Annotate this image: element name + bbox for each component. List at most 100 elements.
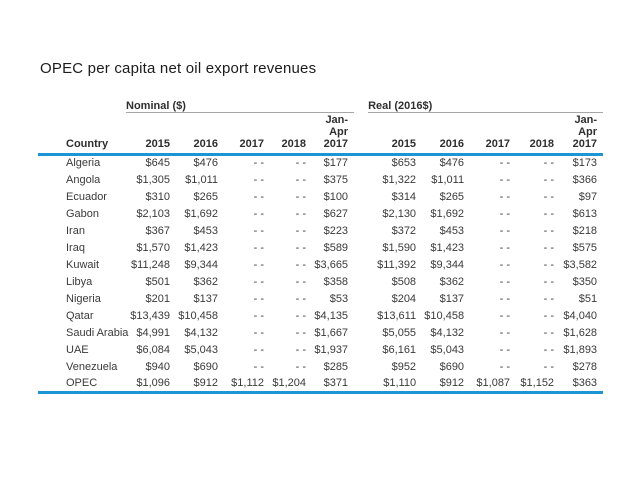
real-2016-header: 2016 <box>422 112 471 156</box>
nominal-value: $285 <box>323 360 349 373</box>
country-label: Saudi Arabia <box>66 326 129 339</box>
country-label: Gabon <box>66 207 100 220</box>
real-value: - - <box>543 275 555 288</box>
real-value: $218 <box>572 224 598 237</box>
nominal-value: $5,043 <box>184 343 218 356</box>
nominal-value: - - <box>253 309 264 322</box>
table-row: Angola $1,305 $1,011 - - - - $375 $1,322 $1,011… <box>38 171 603 188</box>
real-value: - - <box>499 258 511 271</box>
nominal-value: $358 <box>323 275 349 288</box>
real-group-label: Real (2016$) <box>368 92 604 113</box>
row-gap <box>354 154 368 171</box>
real-value: $575 <box>572 241 598 254</box>
nominal-value: $1,112 <box>224 375 270 394</box>
nominal-value: $4,991 <box>136 326 170 339</box>
opec-revenues-table: Nominal ($) Real (2016$) Country 2015 20… <box>38 92 604 394</box>
real-value: - - <box>543 241 555 254</box>
real-value: $10,458 <box>424 309 465 322</box>
page-title: OPEC per capita net oil export revenues <box>40 60 317 77</box>
nominal-2018-header: 2018 <box>270 112 312 156</box>
nominal-value: - - <box>295 309 306 322</box>
nominal-value: $1,937 <box>314 343 349 356</box>
nominal-value: - - <box>295 258 306 271</box>
real-value: $1,590 <box>382 241 417 254</box>
real-value: $1,893 <box>563 343 598 356</box>
table-row: Libya $501 $362 - - - - $358 $508 $362 - - - - $35… <box>38 273 603 290</box>
real-value: - - <box>543 360 555 373</box>
real-2017-header: 2017 <box>470 112 517 156</box>
row-gap <box>354 341 368 358</box>
nominal-value: $10,458 <box>178 309 218 322</box>
real-value: $1,011 <box>431 173 465 186</box>
nominal-value: - - <box>295 326 306 339</box>
real-value: - - <box>499 190 511 203</box>
row-gap <box>354 256 368 273</box>
nominal-value: - - <box>295 241 306 254</box>
country-label: Kuwait <box>66 258 100 271</box>
table-row: UAE $6,084 $5,043 - - - - $1,937 $6,161 $5,043 -… <box>38 341 603 358</box>
nominal-value: $223 <box>323 224 349 237</box>
nominal-value: - - <box>253 326 264 339</box>
table-row: Algeria $645 $476 - - - - $177 $653 $476 - - - - $… <box>38 154 603 171</box>
real-value: $97 <box>578 190 598 203</box>
nominal-value: $1,570 <box>136 241 170 254</box>
real-value: $11,392 <box>377 258 417 271</box>
nominal-value: - - <box>295 343 306 356</box>
row-gap <box>354 171 368 188</box>
country-label: Algeria <box>66 157 101 170</box>
real-value: - - <box>543 292 555 305</box>
real-value: $204 <box>391 292 417 305</box>
real-value: $5,055 <box>382 326 417 339</box>
country-label: Ecuador <box>66 190 107 203</box>
real-value: - - <box>543 190 555 203</box>
real-value: - - <box>499 275 511 288</box>
nominal-2017-header: 2017 <box>224 112 270 156</box>
nominal-value: - - <box>295 157 306 170</box>
real-value: - - <box>543 326 555 339</box>
header-gap <box>354 112 369 156</box>
nominal-value: - - <box>295 275 306 288</box>
nominal-value: - - <box>253 190 264 203</box>
real-value: $2,130 <box>382 207 417 220</box>
real-value: $1,087 <box>470 375 517 394</box>
nominal-value: $362 <box>193 275 218 288</box>
nominal-value: - - <box>253 224 264 237</box>
country-label: Angola <box>66 173 101 186</box>
real-value: $1,110 <box>368 375 423 394</box>
real-value: - - <box>499 207 511 220</box>
nominal-value: $501 <box>145 275 170 288</box>
real-value: $653 <box>391 157 417 170</box>
nominal-value: - - <box>253 207 264 220</box>
column-header-row: Country 2015 2016 2017 2018 Jan- Apr 201… <box>38 112 604 156</box>
nominal-value: - - <box>295 190 306 203</box>
nominal-value: - - <box>253 343 264 356</box>
nominal-value: - - <box>295 292 306 305</box>
real-value: $5,043 <box>430 343 465 356</box>
real-value: $453 <box>439 224 465 237</box>
real-value: $366 <box>572 173 598 186</box>
nominal-value: - - <box>253 241 264 254</box>
nominal-value: $310 <box>145 190 170 203</box>
nominal-value: $177 <box>323 157 349 170</box>
nominal-value: - - <box>295 360 306 373</box>
real-value: $314 <box>391 190 417 203</box>
group-gap <box>354 92 368 112</box>
real-2015-header: 2015 <box>368 112 423 156</box>
nominal-value: $4,132 <box>184 326 218 339</box>
nominal-value: $13,439 <box>130 309 170 322</box>
nominal-value: $367 <box>145 224 170 237</box>
group-header-row: Nominal ($) Real (2016$) <box>38 92 604 113</box>
real-value: - - <box>543 343 555 356</box>
nominal-value: - - <box>295 224 306 237</box>
nominal-value: $4,135 <box>314 309 349 322</box>
nominal-value: $453 <box>193 224 218 237</box>
real-value: $1,423 <box>430 241 465 254</box>
table-row: Iraq $1,570 $1,423 - - - - $589 $1,590 $1,423 - … <box>38 239 603 256</box>
nominal-value: $1,667 <box>314 326 349 339</box>
country-column-header: Country <box>38 112 126 156</box>
table-row: Gabon $2,103 $1,692 - - - - $627 $2,130 $1,692 -… <box>38 205 603 222</box>
row-gap <box>354 188 368 205</box>
country-label: Iraq <box>66 241 85 254</box>
nominal-group-label: Nominal ($) <box>126 92 355 113</box>
